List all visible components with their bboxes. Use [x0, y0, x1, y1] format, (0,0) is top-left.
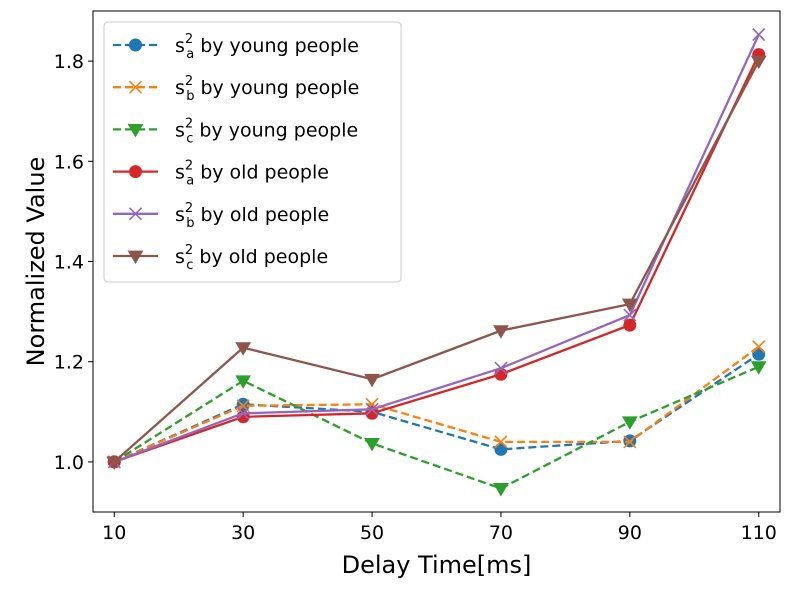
data-point — [621, 416, 638, 430]
data-point — [236, 406, 250, 420]
x-tick-label: 70 — [489, 522, 513, 544]
data-point — [364, 373, 380, 388]
legend-item: s2 c by young people — [113, 116, 358, 146]
legend: s2 a by young people s2 b by young people s2… — [103, 21, 402, 283]
x-axis-title: Delay Time[ms] — [342, 551, 532, 579]
data-point — [235, 342, 252, 356]
series-1 — [107, 347, 766, 469]
series-3 — [106, 361, 767, 497]
y-tick-label: 1.6 — [54, 151, 84, 173]
data-point — [752, 347, 766, 361]
legend-label: s2 c by young people — [175, 116, 358, 146]
legend-marker — [127, 250, 144, 264]
legend-label: s2 c by old people — [175, 243, 328, 273]
data-point — [493, 325, 509, 339]
data-point — [364, 437, 380, 452]
series-line — [113, 365, 760, 490]
y-tick-label: 1.2 — [54, 352, 84, 374]
y-tick-label: 1.8 — [54, 51, 84, 73]
data-point — [750, 55, 767, 70]
x-tick-label: 50 — [360, 522, 384, 544]
data-point — [494, 361, 508, 375]
legend-item: s2 b by old people — [113, 201, 329, 231]
y-axis-title: Normalized Value — [22, 157, 50, 367]
data-point — [752, 340, 766, 354]
series-line — [113, 54, 760, 463]
y-tick-label: 1.4 — [54, 252, 84, 274]
legend-marker — [128, 207, 143, 221]
y-tick-label: 1.0 — [54, 452, 84, 474]
series-line — [113, 60, 760, 463]
data-point — [750, 361, 767, 375]
data-point — [365, 402, 379, 416]
data-point — [493, 483, 509, 497]
data-point — [623, 435, 637, 449]
x-tick-label: 90 — [618, 522, 642, 544]
series-line — [113, 345, 760, 463]
legend-label: s2 a by young people — [175, 32, 359, 62]
y-axis: 1.0 1.2 1.4 1.6 1.8 — [54, 51, 93, 474]
x-tick-label: 110 — [741, 522, 777, 544]
data-point — [106, 456, 123, 470]
data-point — [235, 375, 252, 389]
series-6 — [106, 55, 767, 470]
legend-marker — [127, 124, 144, 138]
legend-marker — [129, 165, 142, 179]
series-line — [113, 34, 760, 463]
data-point — [494, 435, 508, 449]
data-point — [621, 298, 638, 313]
data-point — [752, 27, 766, 42]
data-point — [623, 318, 637, 332]
legend-item: s2 b by young people — [113, 74, 359, 104]
legend-item: s2 a by young people — [113, 32, 359, 62]
data-point — [494, 442, 508, 456]
x-tick-label: 10 — [102, 522, 126, 544]
series-layer — [106, 27, 767, 497]
legend-marker — [128, 80, 143, 94]
series-5 — [107, 27, 766, 469]
legend-label: s2 b by young people — [175, 74, 359, 104]
legend-label: s2 b by old people — [175, 201, 329, 231]
x-tick-label: 30 — [231, 522, 255, 544]
legend-item: s2 a by old people — [113, 159, 329, 189]
legend-marker — [129, 38, 142, 52]
legend-item: s2 c by old people — [113, 243, 328, 273]
legend-box — [103, 21, 402, 283]
x-axis: 10 30 50 70 90 110 — [102, 512, 777, 544]
data-point — [623, 308, 637, 322]
legend-label: s2 a by old people — [175, 159, 329, 189]
